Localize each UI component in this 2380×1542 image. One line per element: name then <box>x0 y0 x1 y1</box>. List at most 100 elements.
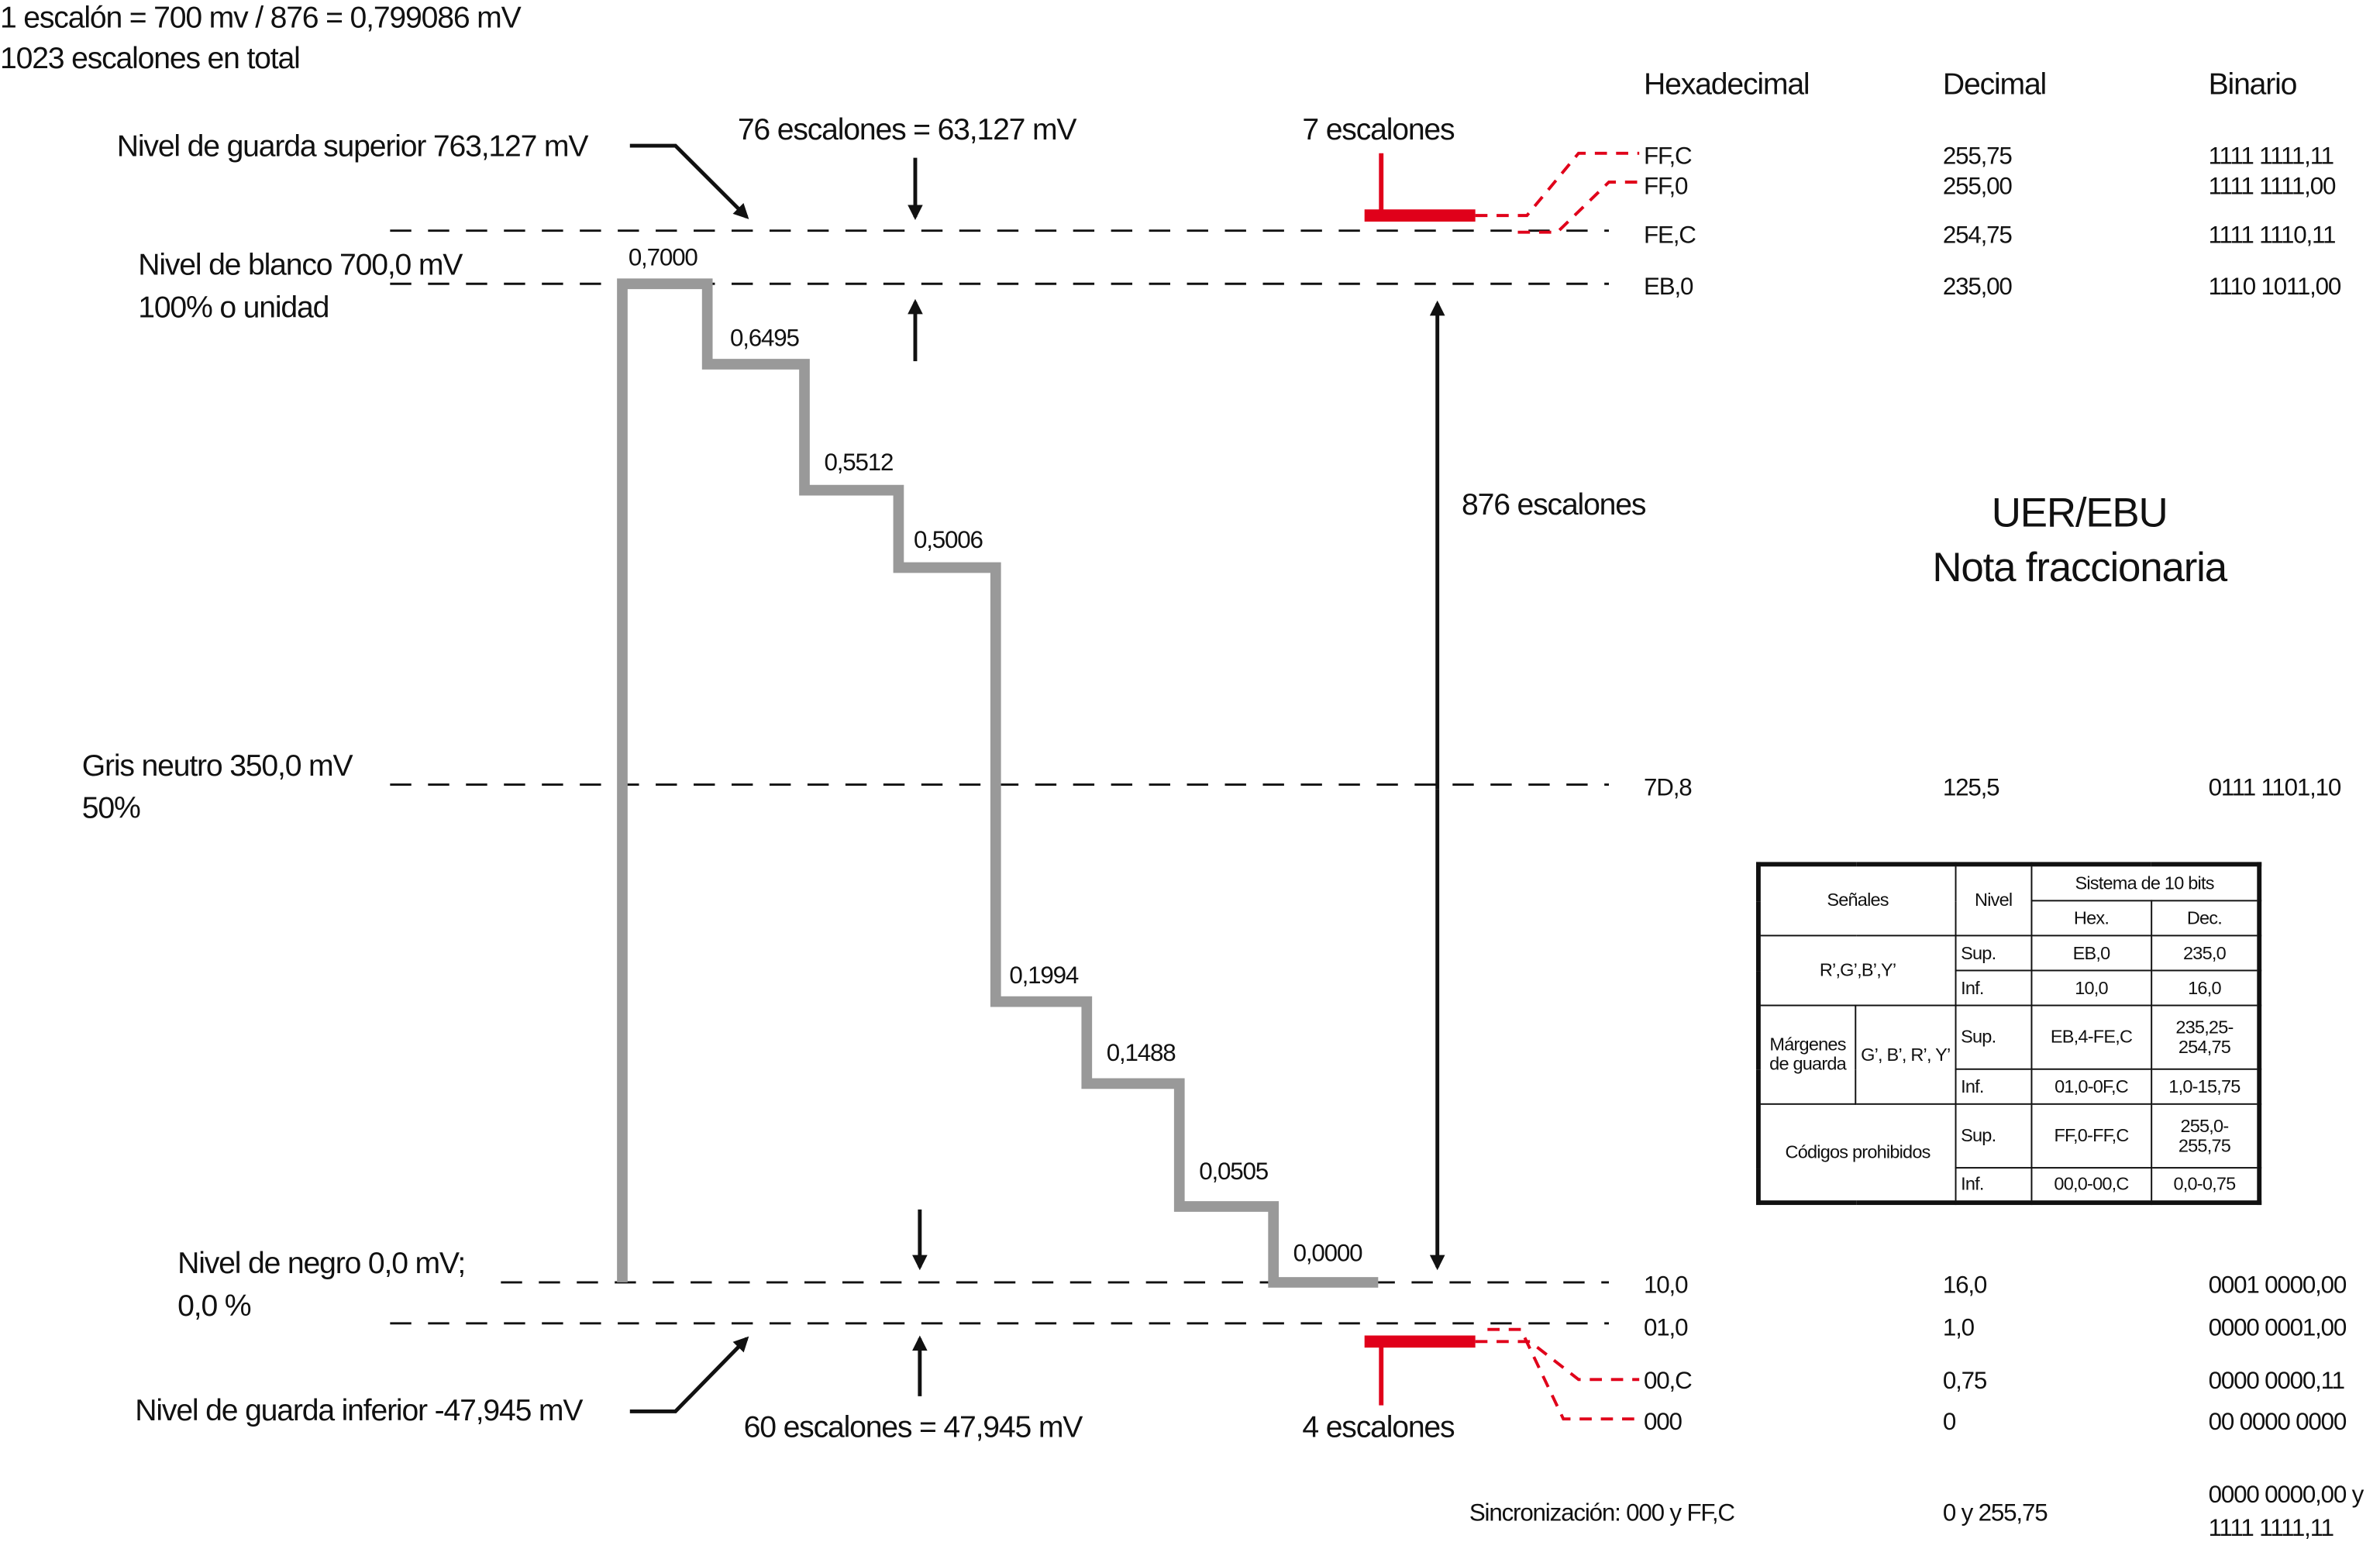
sync-bin-2: 1111 1111,11 <box>2209 1514 2334 1541</box>
label-bottom-steps: 60 escalones = 47,945 mV <box>744 1411 1083 1444</box>
cell-hex: FF,0-FF,C <box>2030 1103 2152 1169</box>
red-dash-ffc <box>1475 151 1640 218</box>
row-guard-label: Márgenes de guarda <box>1757 1004 1857 1105</box>
staircase-labels: 0,7000 0,6495 0,5512 0,5006 0,1994 0,148… <box>629 244 1364 1267</box>
level-dec: 255,00 <box>1943 173 2013 200</box>
step-label: 0,1488 <box>1107 1039 1176 1066</box>
level-hex: FF,0 <box>1644 173 1688 200</box>
label-top-red: 7 escalones <box>1302 113 1455 146</box>
level-dec: 1,0 <box>1943 1313 1975 1341</box>
red-dash-00c <box>1475 1340 1640 1382</box>
arrow-guard-bottom-icon <box>629 1336 749 1413</box>
label-bottom-red: 4 escalones <box>1302 1411 1455 1444</box>
label-black-pct: 0,0 % <box>177 1289 251 1323</box>
header-hex: Hexadecimal <box>1644 67 1809 101</box>
cell-hex: 00,0-00,C <box>2030 1167 2152 1204</box>
cell-level: Sup. <box>1955 1103 2033 1169</box>
level-dec: 235,00 <box>1943 273 2013 300</box>
cell-dec: 235,0 <box>2150 934 2260 972</box>
sync-dec: 0 y 255,75 <box>1943 1499 2048 1526</box>
th-signals: Señales <box>1757 863 1957 937</box>
level-dec: 16,0 <box>1943 1272 1987 1299</box>
cell-level: Sup. <box>1955 934 2033 972</box>
red-markers <box>1364 151 1640 1421</box>
th-system: Sistema de 10 bits <box>2030 863 2260 902</box>
level-hex: 00,C <box>1644 1367 1692 1394</box>
label-gray: Gris neutro 350,0 mV <box>82 749 353 783</box>
note-total-steps: 1023 escalones en total <box>0 42 300 75</box>
th-level: Nivel <box>1955 863 2033 937</box>
arrows <box>629 143 1445 1413</box>
header-dec: Decimal <box>1943 67 2046 101</box>
step-label: 0,5512 <box>824 449 893 476</box>
level-bin: 1111 1110,11 <box>2209 221 2336 248</box>
level-dec: 0,75 <box>1943 1367 1987 1394</box>
10-bit-reference-table: Señales Nivel Sistema de 10 bits Hex. De… <box>1755 862 2261 1206</box>
level-dec: 255,75 <box>1943 143 2013 170</box>
row-rgb-label: R’,G’,B’,Y’ <box>1757 934 1957 1007</box>
cell-hex: EB,4-FE,C <box>2030 1004 2152 1070</box>
row-guard-sub: G’, B’, R’, Y’ <box>1855 1004 1957 1105</box>
cell-hex: 01,0-0F,C <box>2030 1068 2152 1105</box>
cell-level: Inf. <box>1955 969 2033 1007</box>
step-label: 0,0000 <box>1293 1240 1363 1267</box>
note-step-size: 1 escalón = 700 mv / 876 = 0,799086 mV <box>0 1 522 34</box>
row-forbidden-label: Códigos prohibidos <box>1757 1103 1957 1204</box>
label-black: Nivel de negro 0,0 mV; <box>177 1247 465 1280</box>
step-label: 0,0505 <box>1199 1158 1269 1185</box>
label-range: 876 escalones <box>1462 488 1646 521</box>
th-dec: Dec. <box>2150 900 2260 937</box>
th-hex: Hex. <box>2030 900 2152 937</box>
level-bin: 0001 0000,00 <box>2209 1272 2347 1299</box>
level-hex: 000 <box>1644 1408 1682 1435</box>
level-bin: 00 0000 0000 <box>2209 1408 2347 1435</box>
level-bin: 0111 1101,10 <box>2209 773 2341 800</box>
cell-hex: 10,0 <box>2030 969 2152 1007</box>
cell-hex: EB,0 <box>2030 934 2152 972</box>
step-label: 0,7000 <box>629 244 698 271</box>
level-hex: EB,0 <box>1644 273 1693 300</box>
header-bin: Binario <box>2209 67 2297 101</box>
step-label: 0,5006 <box>914 526 983 553</box>
level-dec: 0 <box>1943 1408 1956 1435</box>
cell-level: Inf. <box>1955 1167 2033 1204</box>
cell-dec: 16,0 <box>2150 969 2260 1007</box>
cell-dec: 255,0-255,75 <box>2150 1103 2260 1169</box>
level-hex: 7D,8 <box>1644 773 1692 800</box>
label-guard-bottom: Nivel de guarda inferior -47,945 mV <box>135 1394 583 1427</box>
step-label: 0,6495 <box>730 325 800 352</box>
title-line1: UER/EBU <box>1992 490 2168 536</box>
sync-bin-1: 0000 0000,00 y <box>2209 1481 2365 1508</box>
level-bin: 1111 1111,11 <box>2209 143 2334 170</box>
level-bin: 1111 1111,00 <box>2209 173 2336 200</box>
cell-dec: 235,25-254,75 <box>2150 1004 2260 1070</box>
level-hex: 10,0 <box>1644 1272 1688 1299</box>
label-white: Nivel de blanco 700,0 mV <box>138 248 463 281</box>
cell-dec: 1,0-15,75 <box>2150 1068 2260 1105</box>
red-dash-ff0 <box>1517 181 1640 234</box>
level-values: FF,C 255,75 1111 1111,11 FF,0 255,00 1111 111… <box>1644 143 2347 1435</box>
level-dec: 254,75 <box>1943 221 2013 248</box>
sync-label: Sincronización: 000 y FF,C <box>1469 1499 1735 1526</box>
title-line2: Nota fraccionaria <box>1932 545 2227 590</box>
label-top-steps: 76 escalones = 63,127 mV <box>738 113 1077 146</box>
level-hex: FF,C <box>1644 143 1692 170</box>
staircase-signal <box>617 278 1379 1288</box>
arrow-guard-top-icon <box>629 143 749 219</box>
cell-level: Sup. <box>1955 1004 2033 1070</box>
level-hex: 01,0 <box>1644 1313 1688 1341</box>
level-dec: 125,5 <box>1943 773 1999 800</box>
level-bin: 0000 0000,11 <box>2209 1367 2344 1394</box>
level-bin: 1110 1011,00 <box>2209 273 2341 300</box>
level-bin: 0000 0001,00 <box>2209 1313 2347 1341</box>
label-guard-top: Nivel de guarda superior 763,127 mV <box>117 130 589 163</box>
step-label: 0,1994 <box>1009 962 1079 989</box>
cell-dec: 0,0-0,75 <box>2150 1167 2260 1204</box>
level-hex: FE,C <box>1644 221 1696 248</box>
cell-level: Inf. <box>1955 1068 2033 1105</box>
red-dash-000 <box>1487 1327 1640 1421</box>
label-white-pct: 100% o unidad <box>138 291 329 324</box>
label-gray-pct: 50% <box>82 792 140 825</box>
